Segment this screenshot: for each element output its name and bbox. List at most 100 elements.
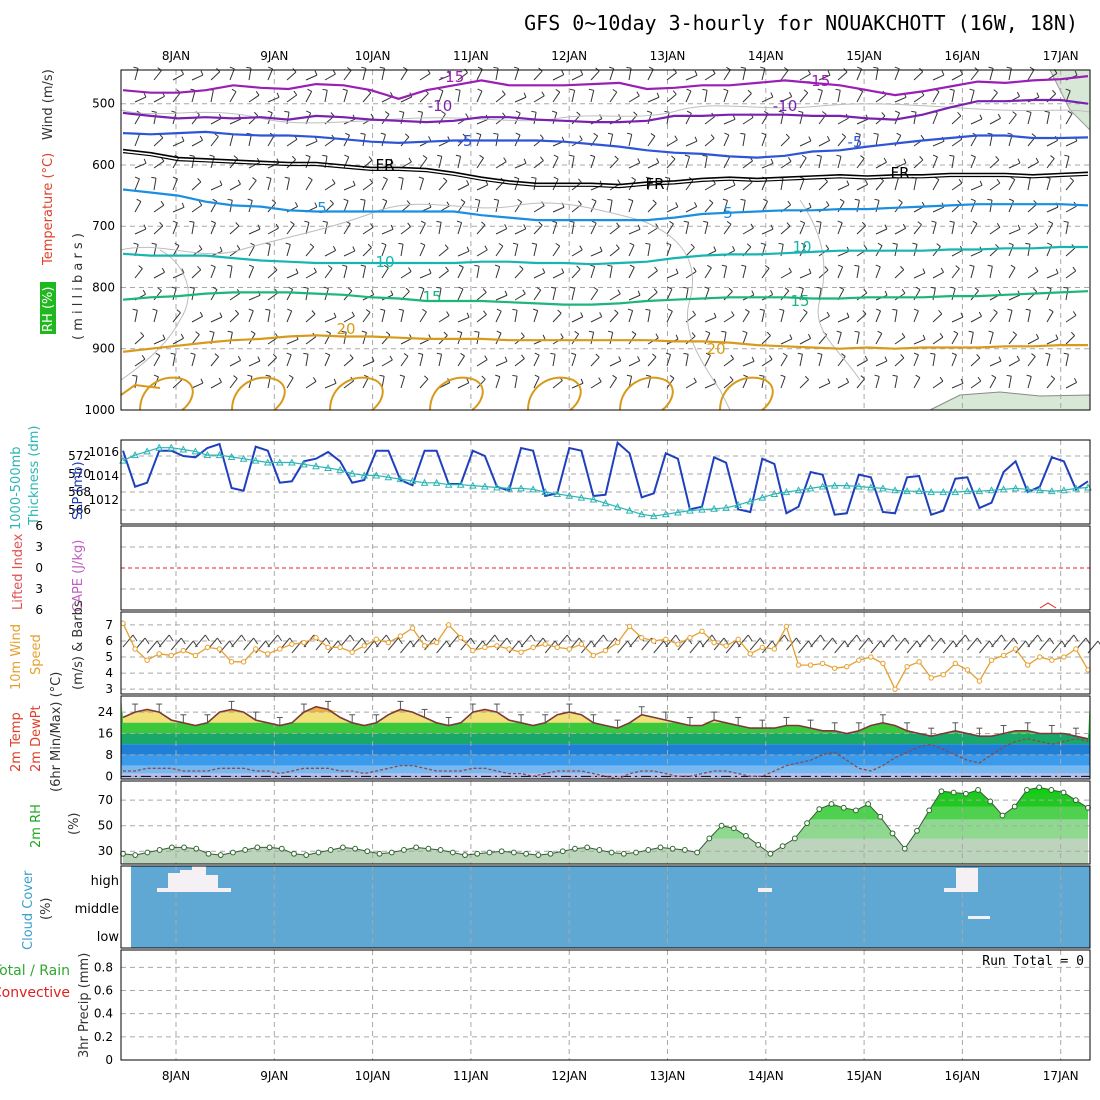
- wind-barb-flag: [928, 634, 934, 642]
- wind-barb-flag: [290, 221, 295, 225]
- wind-barb-flag: [229, 66, 235, 70]
- wind-barb: [991, 634, 1002, 648]
- wind-barb-flag: [873, 132, 879, 135]
- wind-barb-flag: [972, 220, 978, 225]
- wind-barb-flag: [711, 634, 717, 642]
- wind-barb: [856, 359, 868, 367]
- wind-barb-flag: [303, 286, 309, 289]
- wind-barb-flag: [778, 110, 784, 113]
- wind-barb: [818, 334, 828, 345]
- wind-barb-flag: [939, 376, 944, 382]
- wind-barb: [780, 70, 789, 81]
- wind-barb-flag: [241, 634, 246, 642]
- wind-tick-label: 3: [105, 682, 113, 696]
- wind-barb-flag: [132, 634, 138, 642]
- wind-barb-flag: [541, 91, 545, 97]
- wind-barb: [856, 183, 868, 191]
- wind-speed-marker: [880, 660, 886, 667]
- wind-barb-flag: [826, 135, 831, 141]
- wind-barb-flag: [1001, 634, 1006, 642]
- wind-barb: [267, 162, 280, 169]
- wind-barb: [267, 310, 271, 323]
- wind-barb-flag: [884, 356, 888, 362]
- li-axis-label: Lifted Index: [11, 533, 26, 610]
- wind-barb: [571, 268, 581, 279]
- wind-barb: [818, 156, 822, 169]
- wind-barb: [837, 117, 849, 125]
- wind-barb: [419, 244, 426, 257]
- wind-barb: [590, 184, 603, 191]
- wind-barb-flag: [783, 634, 789, 642]
- date-label-top: 11JAN: [453, 49, 489, 63]
- temp-line: [122, 705, 1089, 740]
- wind-barb: [172, 157, 180, 169]
- rh-marker: [657, 844, 664, 851]
- cloud-axis-label-1: Cloud Cover: [21, 870, 36, 950]
- wind-barb-flag: [995, 156, 1000, 161]
- wind-speed-marker: [1073, 646, 1079, 652]
- wind-barb-flag: [1072, 311, 1077, 316]
- wind-barb: [210, 71, 221, 81]
- wind-barb: [438, 247, 449, 257]
- wind-barb-flag: [313, 267, 317, 273]
- wind-barb-flag: [1034, 222, 1039, 228]
- wind-barb-flag: [998, 356, 1002, 362]
- wind-barb: [324, 250, 336, 257]
- wind-barb-flag: [170, 352, 176, 355]
- wind-barb: [704, 382, 717, 389]
- date-label-top: 16JAN: [945, 49, 981, 63]
- wind-barb-flag: [189, 154, 195, 157]
- wind-barb-flag: [342, 264, 348, 267]
- wind-barb-flag: [1037, 634, 1043, 642]
- wind-barb-flag: [536, 286, 542, 291]
- thickness-marker: [1035, 486, 1044, 494]
- wind-barb-flag: [836, 154, 842, 157]
- wind-barb-flag: [134, 176, 140, 180]
- wind-barb-flag: [770, 224, 774, 230]
- wind-speed-marker: [868, 654, 874, 660]
- wind-barb: [1065, 288, 1069, 301]
- wind-barb-flag: [314, 202, 318, 208]
- wind-barb-flag: [325, 637, 331, 645]
- wind-barb: [305, 313, 316, 323]
- temp-band: [121, 744, 1090, 755]
- wind-barb-flag: [379, 66, 385, 69]
- wind-barb-flag: [665, 176, 670, 179]
- date-label-top: 13JAN: [650, 49, 686, 63]
- wind-barb: [324, 182, 336, 191]
- wind-barb-flag: [930, 286, 936, 289]
- wind-barb: [970, 357, 981, 367]
- wind-barb-flag: [380, 308, 385, 311]
- wind-barb-flag: [474, 264, 480, 267]
- wind-barb-flag: [789, 92, 793, 97]
- wind-barb-flag: [436, 286, 442, 289]
- wind-barb: [689, 640, 701, 654]
- wind-barb-flag: [1063, 352, 1069, 355]
- wind-barb-flag: [612, 88, 618, 93]
- panel-frame-cape: [120, 525, 1091, 611]
- thickness-marker: [1060, 486, 1068, 494]
- wind-barb-flag: [798, 110, 804, 113]
- wind-speed-marker: [518, 649, 524, 655]
- wind-barb: [172, 272, 185, 279]
- wind-barb-flag: [352, 246, 356, 252]
- wind-barb: [533, 112, 537, 125]
- thickness-marker: [625, 506, 634, 514]
- wind-barb: [989, 117, 1001, 125]
- surface-contour: [231, 376, 286, 411]
- thickness-marker: [867, 483, 875, 491]
- wind-barb-flag: [144, 637, 150, 645]
- wind-barb: [704, 222, 709, 235]
- temp-band: [121, 733, 1090, 745]
- wind-barb-flag: [1026, 374, 1032, 377]
- wind-barb-flag: [1008, 198, 1014, 202]
- wind-barb-flag: [293, 90, 298, 96]
- wind-barb-flag: [1034, 267, 1039, 272]
- wind-barb: [343, 380, 354, 389]
- wind-barb: [894, 227, 906, 235]
- cloud-block: [968, 916, 990, 919]
- wind-barb-flag: [198, 244, 203, 250]
- thickness-tick-label: 566: [68, 503, 91, 517]
- wind-barb: [875, 376, 880, 389]
- wind-barb: [856, 225, 867, 235]
